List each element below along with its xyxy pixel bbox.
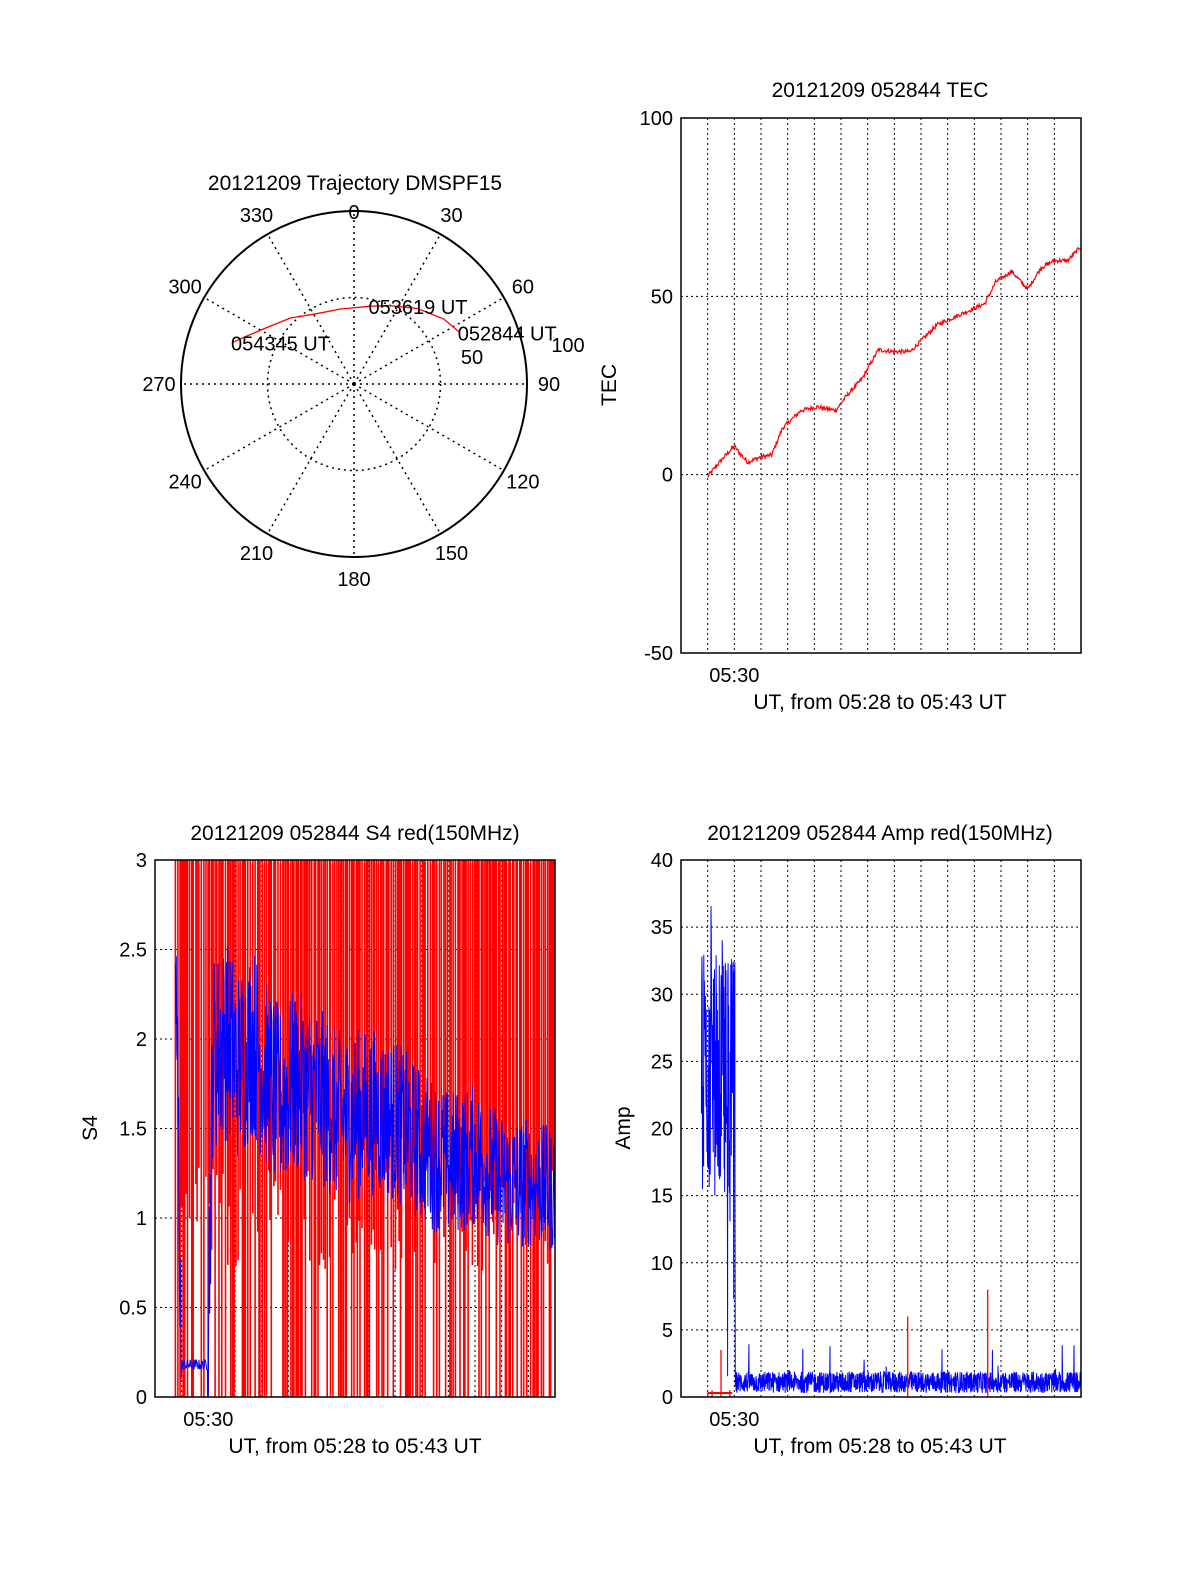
trajectory-annotations: 052844 UT 053619 UT 054345 UT [231,297,557,355]
polar-grid [180,210,528,558]
trajectory-time-label: 053619 UT [369,297,468,319]
polar-spoke [353,233,442,385]
polar-ring-50 [266,296,442,472]
plot-series-layer [174,860,555,1397]
tec-series-line [707,247,1081,478]
polar-radial-label: 50 [461,347,483,369]
trajectory-line [232,304,461,343]
plot-series-layer [700,906,1081,1397]
y-tick-label: 0 [662,465,673,487]
s4-panel: 20121209 052844 S4 red(150MHz) UT, from … [79,822,556,1458]
y-tick-label: 35 [651,917,673,939]
amp-ylabel: Amp [612,1106,635,1149]
polar-spoke [353,383,442,535]
y-tick-label: 100 [640,108,673,130]
plot-frame [680,117,1082,654]
tec-xlabel: UT, from 05:28 to 05:43 UT [753,691,1006,714]
y-tick-label: 25 [651,1051,673,1073]
y-tick-label: 5 [662,1320,673,1342]
tec-panel: 20121209 052844 TEC UT, from 05:28 to 05… [598,79,1082,714]
trajectory-panel: 20121209 Trajectory DMSPF15 0 30 60 90 120 15… [142,172,584,591]
polar-spoke [266,233,355,385]
polar-spoke [203,383,355,472]
polar-azimuth-label: 240 [168,472,201,494]
polar-outer-ring [180,210,528,558]
y-tick-label: -50 [644,643,673,665]
polar-spoke [203,296,355,385]
polar-azimuth-label: 0 [348,202,359,224]
x-tick-label: 05:30 [709,1409,759,1431]
polar-azimuth-label: 180 [337,569,370,591]
y-tick-label: 2 [136,1029,147,1051]
s4-blue-series [174,947,555,1397]
trajectory-title: 20121209 Trajectory DMSPF15 [208,172,502,195]
polar-azimuth-label: 60 [512,277,534,299]
tec-title: 20121209 052844 TEC [772,79,989,102]
polar-azimuth-label: 330 [240,205,273,227]
y-tick-label: 30 [651,984,673,1006]
tec-ylabel: TEC [598,364,621,406]
amp-title: 20121209 052844 Amp red(150MHz) [707,822,1053,845]
s4-ylabel: S4 [79,1115,102,1141]
y-tick-label: 0 [136,1387,147,1409]
y-tick-label: 0 [662,1387,673,1409]
polar-spoke [353,296,505,385]
polar-azimuth-label: 270 [142,374,175,396]
amp-xlabel: UT, from 05:28 to 05:43 UT [753,1435,1006,1458]
tec-plot-area: -50 0 50 100 05:30 [640,108,1082,687]
polar-azimuth-label: 120 [506,472,539,494]
trajectory-time-label: 054345 UT [231,333,330,355]
trajectory-series [232,304,461,343]
y-tick-label: 2.5 [119,940,147,962]
polar-azimuth-label: 210 [240,543,273,565]
plot-frame [680,859,1082,1398]
y-tick-label: 50 [651,286,673,308]
polar-azimuth-label: 30 [440,205,462,227]
y-tick-label: 20 [651,1119,673,1141]
y-tick-label: 1.5 [119,1119,147,1141]
y-tick-label: 0.5 [119,1298,147,1320]
polar-spoke [266,383,355,535]
y-tick-label: 40 [651,850,673,872]
y-tick-label: 3 [136,850,147,872]
amp-panel: 20121209 052844 Amp red(150MHz) UT, from… [612,822,1082,1458]
s4-plot-area: 0 0.5 1 1.5 2 2.5 3 05:30 [119,850,556,1431]
polar-azimuth-label: 150 [435,543,468,565]
y-tick-label: 10 [651,1253,673,1275]
s4-title: 20121209 052844 S4 red(150MHz) [190,822,519,845]
polar-spoke [353,383,505,472]
polar-azimuth-labels: 0 30 60 90 120 150 180 210 240 270 300 330 50 100 [142,202,584,591]
x-tick-label: 05:30 [183,1409,233,1431]
polar-radial-label: 100 [551,335,584,357]
amp-blue-series [700,906,1081,1394]
polar-azimuth-label: 90 [538,374,560,396]
s4-xlabel: UT, from 05:28 to 05:43 UT [228,1435,481,1458]
x-tick-label: 05:30 [709,665,759,687]
plot-frame [154,859,556,1398]
y-tick-label: 15 [651,1186,673,1208]
y-tick-label: 1 [136,1208,147,1230]
amp-plot-area: 0 5 10 15 20 25 30 35 40 05:30 [651,850,1082,1431]
trajectory-time-label: 052844 UT [458,323,557,345]
polar-azimuth-label: 300 [168,277,201,299]
plot-series-layer [707,247,1081,478]
